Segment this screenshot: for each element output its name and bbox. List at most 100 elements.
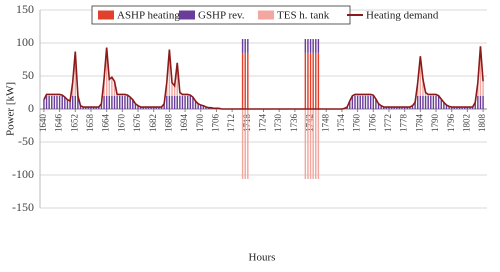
- bar-segment: [307, 52, 309, 109]
- bar-segment: [304, 109, 307, 179]
- bar-segment: [53, 95, 56, 109]
- bar-segment: [160, 107, 163, 109]
- y-tick-label: 100: [16, 35, 34, 49]
- y-tick-label: -100: [12, 167, 34, 181]
- bar-segment: [424, 92, 427, 96]
- bar-segment: [351, 95, 354, 109]
- x-tick-label: 1790: [430, 114, 440, 133]
- bar-segment: [375, 99, 377, 109]
- legend-label: TES h. tank: [277, 10, 330, 22]
- bar-segment: [152, 107, 155, 109]
- bar-segment: [147, 107, 150, 109]
- bar-segment: [186, 95, 189, 109]
- bar-segment: [317, 109, 320, 179]
- bar-segment: [77, 95, 79, 109]
- bar-segment: [477, 95, 479, 109]
- y-tick-label: -50: [18, 134, 34, 148]
- bar-segment: [64, 97, 66, 109]
- bar-segment: [192, 97, 194, 109]
- bar-segment: [317, 52, 320, 109]
- x-tick-label: 1802: [461, 114, 471, 132]
- legend-swatch: [98, 10, 114, 20]
- bar-segment: [312, 52, 314, 109]
- bar-segment: [307, 39, 309, 53]
- bar-segment: [116, 95, 118, 109]
- bar-segment: [43, 99, 45, 109]
- bar-segment: [150, 107, 152, 109]
- x-tick-label: 1730: [273, 114, 283, 133]
- bar-segment: [471, 107, 474, 109]
- bar-segment: [105, 47, 108, 96]
- x-tick-label: 1796: [446, 114, 456, 133]
- bar-segment: [315, 39, 317, 53]
- bar-segment: [247, 39, 249, 53]
- bar-segment: [401, 107, 403, 109]
- bar-segment: [417, 95, 419, 109]
- x-tick-label: 1670: [116, 114, 126, 133]
- bar-segment: [158, 107, 160, 109]
- bar-segment: [356, 95, 359, 109]
- bar-segment: [111, 77, 113, 96]
- bar-segment: [98, 107, 100, 109]
- bar-segment: [166, 82, 168, 96]
- bar-segment: [309, 109, 312, 179]
- bar-segment: [200, 105, 202, 109]
- bar-segment: [422, 79, 424, 96]
- bar-segment: [247, 52, 249, 109]
- bar-segment: [362, 95, 364, 109]
- bar-segment: [309, 52, 312, 109]
- bar-segment: [398, 107, 401, 109]
- x-tick-label: 1760: [352, 114, 362, 133]
- bar-segment: [181, 95, 184, 109]
- x-tick-label: 1706: [211, 114, 221, 133]
- bar-segment: [315, 109, 317, 179]
- bar-segment: [427, 95, 429, 109]
- bar-segment: [380, 105, 382, 109]
- bar-segment: [184, 95, 186, 109]
- x-tick-label: 1754: [336, 114, 346, 133]
- bar-segment: [346, 107, 348, 109]
- bar-segment: [90, 107, 92, 109]
- legend-label: ASHP heating: [117, 10, 180, 22]
- bar-segment: [414, 102, 416, 109]
- x-tick-label: 1718: [242, 114, 252, 133]
- bar-segment: [85, 107, 87, 109]
- bar-segment: [103, 79, 105, 96]
- bar-segment: [390, 107, 393, 109]
- bar-segment: [367, 95, 369, 109]
- y-tick-label: 50: [22, 68, 34, 82]
- bar-segment: [369, 95, 372, 109]
- bar-segment: [393, 107, 395, 109]
- y-tick-label: 0: [28, 101, 34, 115]
- legend-swatch: [258, 10, 274, 20]
- bar-segment: [309, 39, 312, 53]
- bar-segment: [419, 56, 422, 96]
- bar-segment: [430, 95, 432, 109]
- bar-segment: [155, 107, 158, 109]
- bar-segment: [176, 62, 178, 96]
- bar-segment: [179, 95, 181, 109]
- bar-segment: [139, 107, 142, 109]
- bar-segment: [124, 95, 126, 109]
- x-tick-label: 1646: [54, 114, 64, 133]
- legend-swatch: [179, 10, 195, 20]
- bar-segment: [82, 107, 84, 109]
- bar-segment: [108, 79, 110, 96]
- bar-segment: [354, 95, 356, 109]
- bar-segment: [129, 97, 131, 109]
- x-tick-label: 1772: [383, 114, 393, 132]
- x-tick-label: 1688: [163, 114, 173, 133]
- bar-segment: [189, 95, 192, 109]
- bar-segment: [244, 109, 246, 179]
- legend-label: GSHP rev.: [198, 10, 245, 22]
- x-tick-label: 1784: [414, 114, 424, 133]
- bar-segment: [61, 95, 63, 109]
- x-tick-label: 1712: [226, 114, 236, 132]
- bar-segment: [241, 109, 244, 179]
- bar-segment: [443, 102, 445, 109]
- bar-segment: [453, 107, 456, 109]
- bar-segment: [168, 95, 171, 109]
- bar-segment: [458, 107, 461, 109]
- bar-segment: [132, 99, 134, 109]
